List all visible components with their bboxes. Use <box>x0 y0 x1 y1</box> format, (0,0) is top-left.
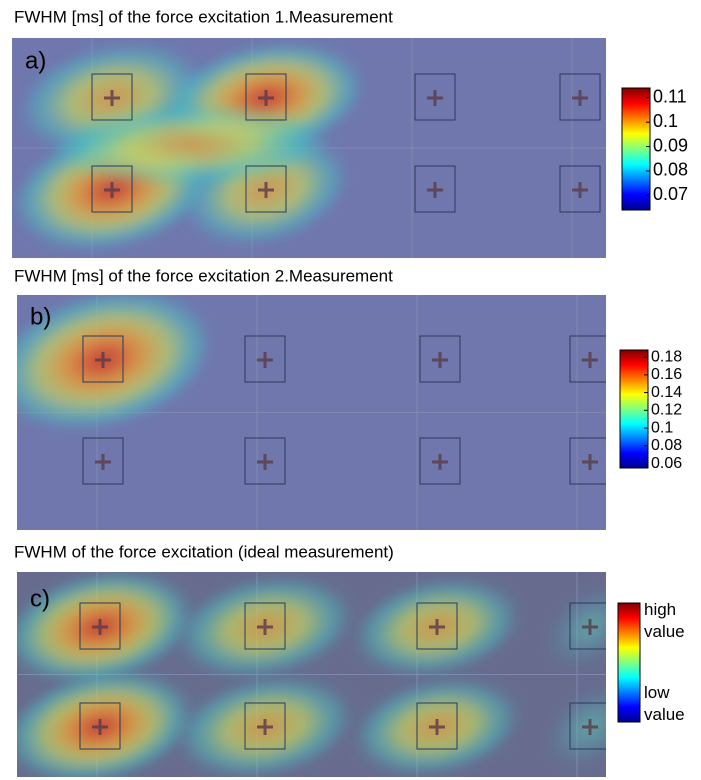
sensor-cross <box>432 454 448 470</box>
sensor-cross <box>429 619 445 635</box>
colorbar <box>617 602 641 723</box>
sensor-cross <box>582 619 598 635</box>
panel-title: FWHM [ms] of the force excitation 1.Meas… <box>14 7 393 26</box>
sensor-box <box>91 165 133 213</box>
sensor-cross <box>582 719 598 735</box>
colorbar-label: low value <box>644 683 685 724</box>
sensor-box <box>569 702 606 750</box>
colorbar-tick-label: 0.08 <box>651 437 682 454</box>
sensor-box <box>244 702 286 750</box>
sensor-cross <box>257 619 273 635</box>
sensor-cross <box>572 90 588 106</box>
sensor-cross <box>582 454 598 470</box>
colorbar-tick-label: 0.1 <box>651 419 673 436</box>
sensor-box <box>91 73 133 121</box>
sensor-cross <box>104 182 120 198</box>
sensor-cross <box>427 182 443 198</box>
colorbar <box>621 87 651 211</box>
sensor-box <box>244 335 286 383</box>
colorbar-tick-label: 0.14 <box>651 384 682 401</box>
panel-title: FWHM of the force excitation (ideal meas… <box>14 542 394 561</box>
sensor-box <box>416 702 458 750</box>
colorbar-tick-label: 0.16 <box>651 366 682 383</box>
heatmap-image <box>17 295 606 530</box>
sensor-box <box>245 73 287 121</box>
sensor-cross <box>95 352 111 368</box>
colorbar-tick-label: 0.18 <box>651 348 682 365</box>
panel-label: b) <box>30 303 51 330</box>
panel-title: FWHM [ms] of the force excitation 2.Meas… <box>14 266 393 285</box>
panel: FWHM [ms] of the force excitation 1.Meas… <box>12 7 688 258</box>
sensor-box <box>569 602 606 650</box>
sensor-cross <box>92 719 108 735</box>
sensor-box <box>419 437 461 485</box>
sensor-box <box>569 335 606 383</box>
colorbar <box>619 349 649 469</box>
sensor-cross <box>582 352 598 368</box>
sensor-box <box>416 602 458 650</box>
colorbar-tick-label: 0.06 <box>651 455 682 472</box>
sensor-cross <box>258 182 274 198</box>
sensor-cross <box>427 90 443 106</box>
sensor-cross <box>104 90 120 106</box>
sensor-box <box>559 165 601 213</box>
colorbar-tick-label: 0.11 <box>653 87 687 107</box>
sensor-cross <box>257 454 273 470</box>
sensor-cross <box>95 454 111 470</box>
sensor-box <box>419 335 461 383</box>
sensor-cross <box>257 352 273 368</box>
sensor-box <box>82 437 124 485</box>
sensor-box <box>559 73 601 121</box>
sensor-box <box>244 437 286 485</box>
colorbar-label: high value <box>644 600 685 641</box>
sensor-box <box>82 335 124 383</box>
sensor-box <box>79 602 121 650</box>
colorbar-tick-label: 0.07 <box>653 184 688 204</box>
heat-blob <box>49 105 331 185</box>
colorbar-tick-label: 0.09 <box>653 135 688 155</box>
colorbar-tick-label: 0.12 <box>651 402 682 419</box>
heatmap-image <box>17 572 606 777</box>
panel: FWHM [ms] of the force excitation 2.Meas… <box>14 266 682 530</box>
sensor-cross <box>572 182 588 198</box>
sensor-cross <box>432 352 448 368</box>
sensor-box <box>245 165 287 213</box>
sensor-cross <box>258 90 274 106</box>
sensor-box <box>414 73 456 121</box>
sensor-box <box>414 165 456 213</box>
sensor-cross <box>257 719 273 735</box>
sensor-cross <box>429 719 445 735</box>
panel: FWHM of the force excitation (ideal meas… <box>14 542 641 777</box>
sensor-box <box>79 702 121 750</box>
sensor-box <box>569 437 606 485</box>
sensor-cross <box>92 619 108 635</box>
heatmap-image <box>12 38 606 258</box>
panel-label: a) <box>25 47 46 74</box>
colorbar-tick-label: 0.08 <box>653 160 688 180</box>
panel-label: c) <box>30 585 50 612</box>
colorbar-tick-label: 0.1 <box>653 111 678 131</box>
sensor-box <box>244 602 286 650</box>
